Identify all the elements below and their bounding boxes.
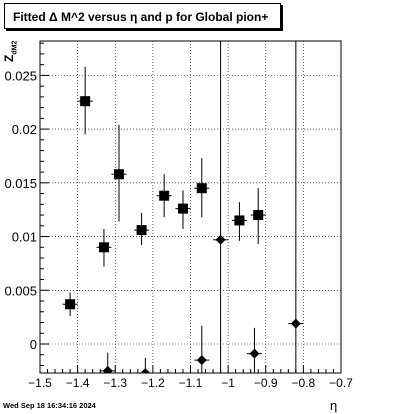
timestamp: Wed Sep 18 16:34:16 2024: [3, 401, 96, 410]
square-marker: [65, 299, 76, 310]
x-tick-label: −1.1: [179, 376, 203, 390]
y-axis-label-sub: dM2: [11, 40, 19, 55]
square-marker: [234, 215, 245, 226]
y-tick-label: 0.005: [4, 283, 37, 298]
y-axis-label: ZdM2: [2, 41, 18, 62]
x-tick-label: −1: [221, 376, 235, 390]
square-marker: [253, 210, 264, 221]
square-marker: [136, 225, 147, 236]
data-points: [62, 41, 304, 373]
title-box: Fitted Δ M^2 versus η and p for Global p…: [4, 3, 281, 29]
diamond-marker: [290, 318, 301, 329]
x-axis-label: η: [330, 398, 338, 413]
square-marker: [80, 96, 91, 107]
square-marker: [177, 203, 188, 214]
square-marker: [98, 242, 109, 253]
x-tick-label: −1.5: [28, 376, 52, 390]
y-tick-label: 0.015: [4, 176, 37, 191]
square-marker: [159, 190, 170, 201]
y-axis-label-main: Z: [2, 54, 16, 62]
x-tick-label: −1.2: [141, 376, 165, 390]
x-tick-label: −0.8: [292, 376, 316, 390]
y-tick-label: 0.02: [12, 122, 37, 137]
y-tick-label: 0.01: [12, 230, 37, 245]
diamond-marker: [196, 355, 207, 366]
diamond-marker: [140, 368, 151, 373]
axes: [39, 40, 342, 374]
diamond-marker: [249, 348, 260, 359]
chart-title: Fitted Δ M^2 versus η and p for Global p…: [13, 10, 269, 24]
grid-lines: [40, 41, 341, 373]
x-tick-label: −0.9: [254, 376, 278, 390]
x-tick-label: −1.4: [66, 376, 90, 390]
y-tick-label: 0.025: [4, 68, 37, 83]
diamond-marker: [215, 234, 226, 245]
square-marker: [196, 183, 207, 194]
x-tick-label: −1.3: [103, 376, 127, 390]
y-tick-label: 0: [30, 337, 37, 352]
x-tick-label: −0.7: [329, 376, 353, 390]
diamond-marker: [102, 365, 113, 373]
square-marker: [114, 169, 125, 180]
tick-labels: −1.5 −1.4 −1.3 −1.2 −1.1 −1 −0.9 −0.8 −0.7 0 0.005…: [4, 68, 353, 390]
